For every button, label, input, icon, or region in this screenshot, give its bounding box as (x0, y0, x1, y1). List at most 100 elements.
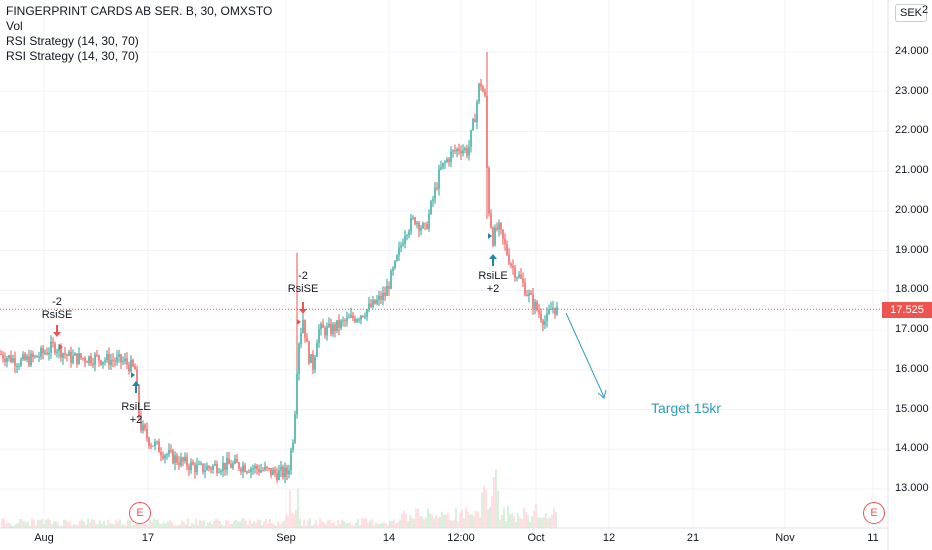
volume-bar (385, 523, 387, 528)
candle-body (434, 187, 436, 199)
signal-long-1[interactable]: RsiLE +2 (121, 401, 150, 427)
signal-short-2-label: RsiSE (287, 283, 319, 295)
volume-bar (539, 517, 541, 528)
volume-bar (177, 524, 179, 528)
legend-symbol[interactable]: FINGERPRINT CARDS AB SER. B, 30, OMXSTO (6, 4, 273, 18)
volume-bar (129, 520, 131, 528)
volume-bar (347, 523, 349, 528)
candle-body (118, 354, 120, 357)
volume-bar (203, 520, 205, 528)
candle-body (262, 469, 264, 471)
y-axis-partial-label: 2 (922, 4, 929, 16)
volume-bar (59, 525, 61, 528)
legend-strategy-1[interactable]: RSI Strategy (14, 30, 70) (6, 34, 139, 48)
candle-body (496, 227, 498, 230)
volume-bar (459, 512, 461, 528)
candle-body (230, 464, 232, 468)
signal-short-2[interactable]: -2 RsiSE (288, 270, 319, 296)
volume-bar (173, 525, 175, 528)
candle-body (522, 278, 524, 283)
y-axis-label: 20.000 (895, 203, 929, 216)
volume-bar (485, 489, 487, 528)
volume-bar (497, 490, 499, 528)
last-price-tag: 17.525 (882, 302, 932, 318)
candle-body (20, 359, 22, 366)
earnings-badge-1[interactable]: E (129, 502, 151, 524)
candle-body (160, 452, 162, 456)
target-annotation[interactable]: Target 15kr (651, 400, 722, 416)
candle-body (462, 150, 464, 154)
volume-bar (489, 507, 491, 528)
volume-bar (61, 525, 63, 528)
volume-bar (435, 515, 437, 528)
y-axis-label: 24.000 (895, 45, 929, 57)
candle-body (374, 299, 376, 304)
candle-body (292, 442, 294, 451)
candle-body (168, 450, 170, 455)
candle-body (504, 238, 506, 245)
volume-bar (79, 520, 81, 528)
volume-bar (243, 518, 245, 528)
volume-bar (7, 521, 9, 528)
candle-body (44, 352, 46, 354)
candle-body (46, 352, 48, 355)
candle-body (468, 146, 470, 156)
candle-body (314, 356, 316, 370)
volume-bar (413, 518, 415, 528)
x-axis-label: Aug (34, 532, 54, 544)
candle-body (520, 274, 522, 279)
signal-long-2[interactable]: RsiLE +2 (478, 270, 507, 296)
volume-bar (99, 520, 101, 528)
volume-bar (335, 525, 337, 528)
currency-button[interactable]: SEK (895, 4, 927, 22)
candle-body (110, 360, 112, 366)
candle-body (478, 83, 480, 102)
candle-body (176, 455, 178, 463)
candle-body (296, 373, 298, 415)
candle-body (248, 471, 250, 473)
candle-body (428, 213, 430, 229)
y-axis-label: 15.000 (895, 402, 929, 415)
volume-bar (33, 519, 35, 528)
target-arrow-head-icon (597, 389, 607, 399)
candle-body (148, 437, 150, 446)
volume-bar (519, 517, 521, 528)
volume-bar (265, 518, 267, 528)
volume-bar (475, 510, 477, 528)
candle-body (430, 201, 432, 214)
volume-bar (323, 522, 325, 528)
signal-short-1[interactable]: -2 RsiSE (42, 296, 73, 322)
candle-body (154, 441, 156, 447)
volume-bar (157, 519, 159, 528)
candle-body (482, 86, 484, 92)
volume-bar (207, 522, 209, 528)
candle-body (50, 341, 52, 353)
chart-legend: FINGERPRINT CARDS AB SER. B, 30, OMXSTO … (6, 4, 272, 64)
candle-body (548, 309, 550, 314)
candle-body (530, 293, 532, 295)
candle-body (268, 467, 270, 469)
legend-volume[interactable]: Vol (6, 19, 23, 33)
candle-body (416, 222, 418, 225)
candle-body (542, 320, 544, 325)
volume-bar (455, 507, 457, 528)
earnings-badge-2[interactable]: E (863, 502, 885, 524)
volume-bar (301, 525, 303, 528)
signal-long-1-qty: +2 (129, 414, 143, 426)
volume-bar (135, 523, 137, 528)
volume-bar (213, 520, 215, 528)
candle-body (174, 455, 176, 464)
candle-body (182, 457, 184, 462)
volume-bar (319, 518, 321, 528)
volume-bar (537, 517, 539, 528)
volume-bar (397, 522, 399, 528)
volume-bar (359, 525, 361, 528)
legend-strategy-2[interactable]: RSI Strategy (14, 30, 70) (6, 49, 139, 63)
candle-body (442, 162, 444, 168)
candle-body (380, 295, 382, 301)
volume-bar (141, 523, 143, 528)
candle-body (88, 356, 90, 363)
candle-body (408, 231, 410, 236)
